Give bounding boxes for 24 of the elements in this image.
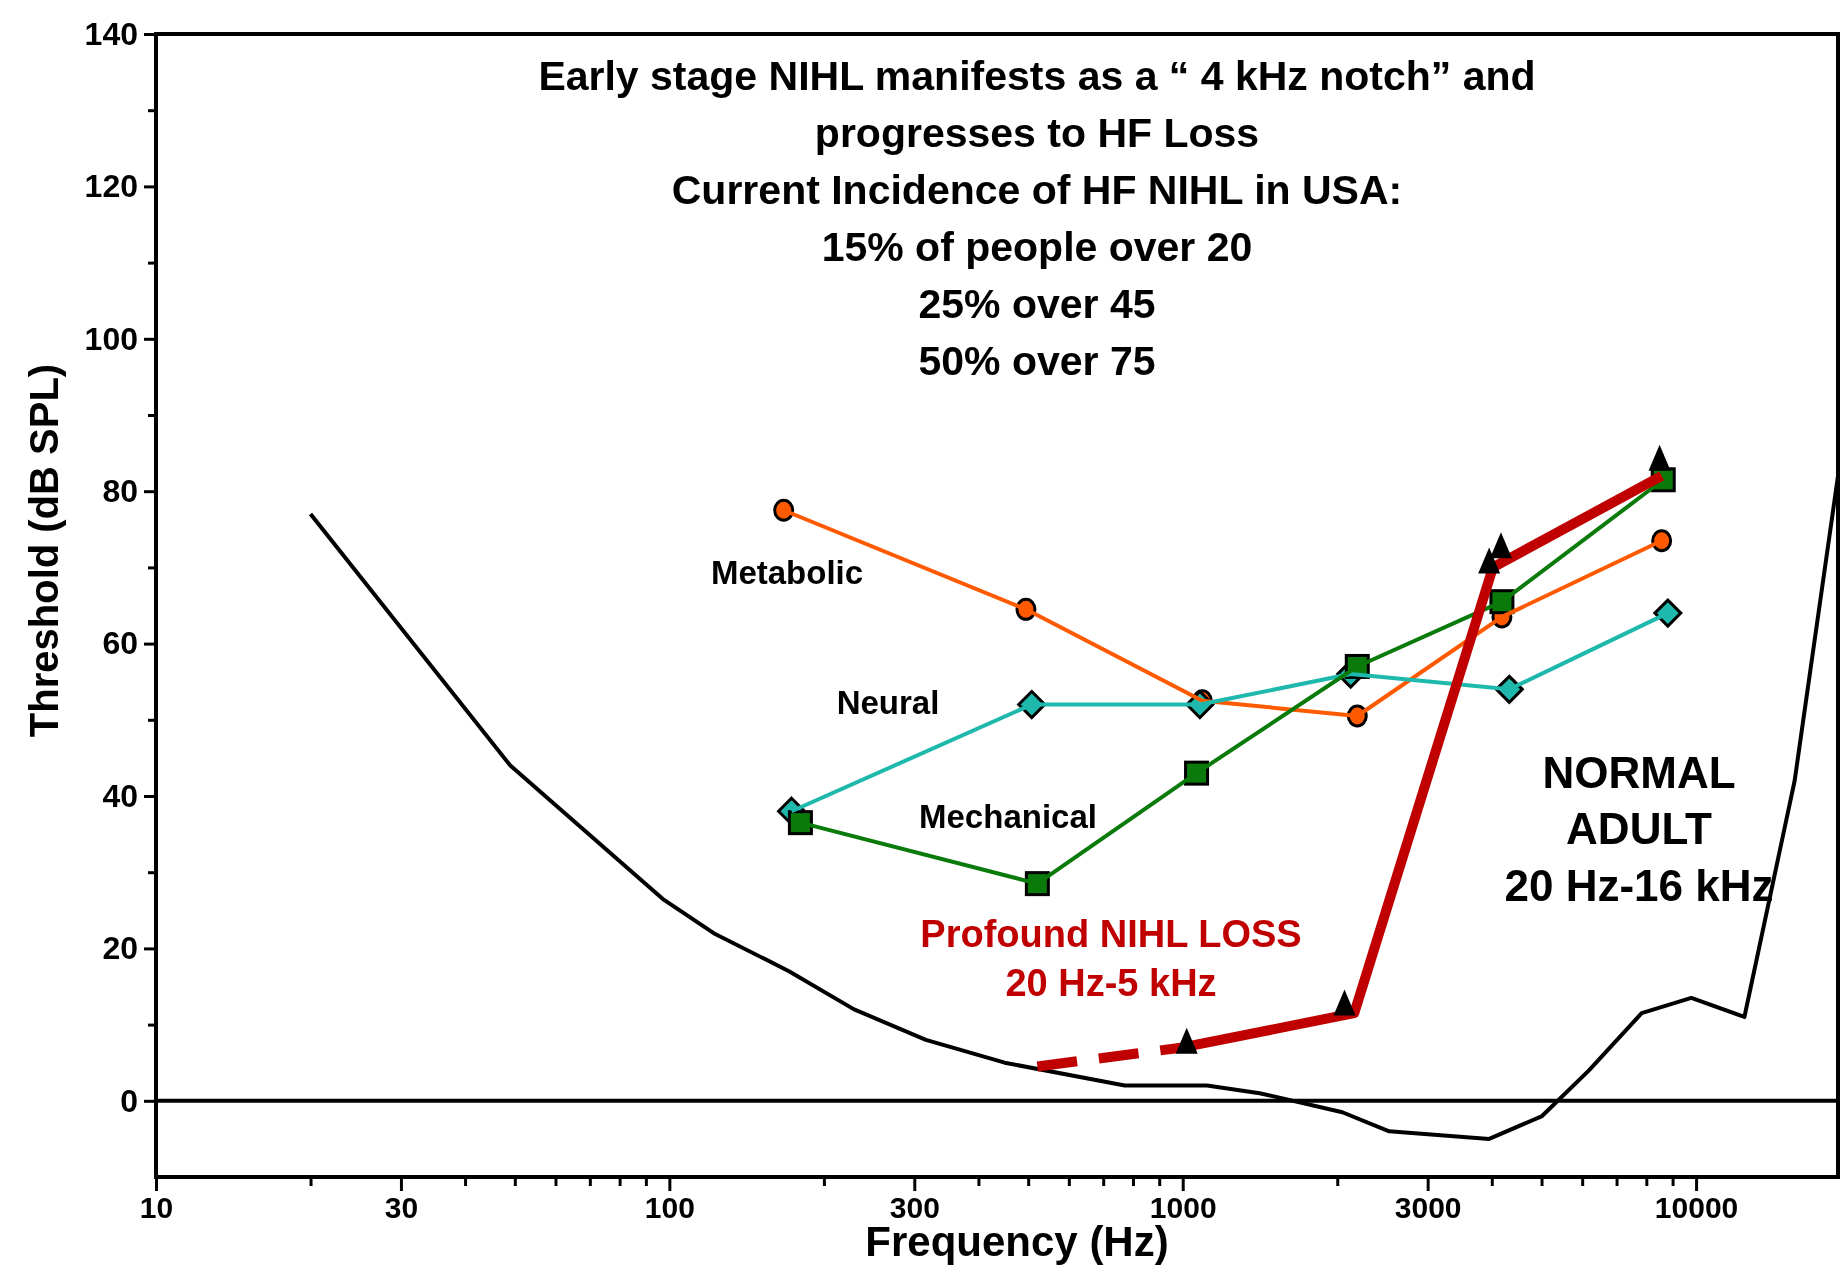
x-tick-label: 10000	[1654, 1191, 1739, 1225]
x-tick-label: 100	[644, 1191, 695, 1225]
x-tick-label: 30	[384, 1191, 419, 1225]
x-tick-label: 3000	[1394, 1191, 1462, 1225]
y-tick-label: 60	[102, 625, 138, 662]
y-tick-label: 120	[84, 168, 138, 205]
annotation: 25% over 45	[918, 281, 1156, 327]
series-label: Metabolic	[710, 554, 864, 591]
series-label: NORMAL ADULT 20 Hz-16 kHz	[1504, 748, 1774, 910]
series-label: Profound NIHL LOSS 20 Hz-5 kHz	[920, 913, 1302, 1004]
series-label: Mechanical	[919, 798, 1097, 835]
text: Early stage NIHL manifests as a “ 4 kHz notch” and progresses to HF Loss	[538, 53, 1536, 156]
y-tick-label: 80	[102, 472, 138, 509]
y-tick-label: 20	[102, 930, 138, 967]
y-tick-label: 140	[84, 15, 138, 52]
y-tick-label: 100	[84, 320, 138, 357]
annotation: 50% over 75	[918, 338, 1156, 384]
y-tick-label: 0	[120, 1082, 138, 1119]
y-tick-label: 40	[102, 777, 138, 814]
annotation: 15% of people over 20	[821, 224, 1253, 270]
x-tick-label: 10	[139, 1191, 174, 1225]
series-label: Neural	[836, 684, 940, 721]
y-axis-title: Threshold (dB SPL)	[22, 363, 66, 738]
annotation: Current Incidence of HF NIHL in USA:	[671, 167, 1403, 213]
